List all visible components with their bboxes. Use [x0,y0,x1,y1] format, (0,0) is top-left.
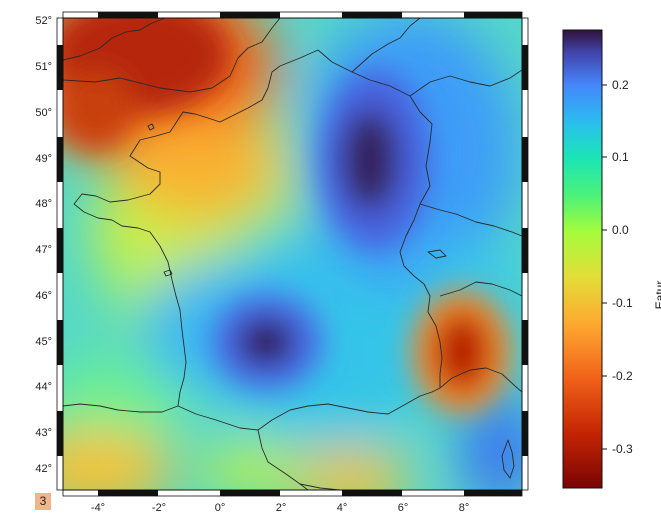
balearic-coastline [299,483,341,490]
lat-tick-label: 42° [35,463,52,475]
uk-coastline [63,18,281,93]
lon-tick-label: 4° [337,502,348,514]
lat-tick-label: 48° [35,198,52,210]
colorbar-tick-label: -0.2 [612,369,633,383]
colorbar-ticks [602,84,607,450]
pyrenees-border [177,405,259,431]
page-number-badge: 3 [35,493,51,510]
lon-tick-label: -4° [91,502,105,514]
coastlines [63,18,522,490]
lat-tick-label: 45° [35,336,52,348]
lon-tick-label: -2° [152,502,166,514]
france-eastern-border [317,49,443,388]
germany-border [409,69,522,97]
lat-tick-label: 51° [35,61,52,73]
benelux-border [351,18,421,73]
france-channel-coastline [231,49,319,117]
lat-tick-label: 49° [35,153,52,165]
field-heatmap [63,18,522,490]
lat-tick-label: 47° [35,244,52,256]
lat-tick-label: 52° [35,15,52,27]
uk-coastline-west [63,18,166,61]
lon-tick-label: 0° [215,502,226,514]
lon-tick-label: 2° [276,502,287,514]
longitude-axis: -4° -2° 0° 2° 4° 6° 8° [91,502,469,514]
corsica-coastline [501,439,515,479]
italy-coastline [439,367,522,393]
lat-tick-label: 50° [35,107,52,119]
latitude-axis: 52° 51° 50° 49° 48° 47° 46° 45° 44° 43° … [35,15,52,475]
colorbar-tick-label: -0.1 [612,296,633,310]
colorbar-gradient [562,29,603,489]
alps-border [439,281,522,297]
lon-tick-label: 8° [459,502,470,514]
spain-north-coastline [63,403,179,413]
colorbar-tick-label: -0.3 [612,442,633,456]
colorbar-tick-label: 0.1 [612,150,629,164]
map-frame [56,11,529,497]
spain-east-coastline [257,429,309,490]
colorbar-tick-label: 0.2 [612,78,629,92]
ile-de-re [163,269,173,277]
lat-tick-label: 46° [35,290,52,302]
lat-tick-label: 43° [35,427,52,439]
colorbar-tick-label: 0.0 [612,223,629,237]
lake-geneva [427,249,447,259]
colorbar: 0.2 0.1 0.0 -0.1 -0.2 -0.3 Eatur [562,29,661,489]
lat-tick-label: 44° [35,381,52,393]
colorbar-label: Eatur [653,281,661,310]
channel-islands [147,123,155,131]
france-atlantic-coastline [73,111,233,407]
swiss-border [419,203,522,237]
lon-tick-label: 6° [398,502,409,514]
mediterranean-coastline [257,387,441,431]
